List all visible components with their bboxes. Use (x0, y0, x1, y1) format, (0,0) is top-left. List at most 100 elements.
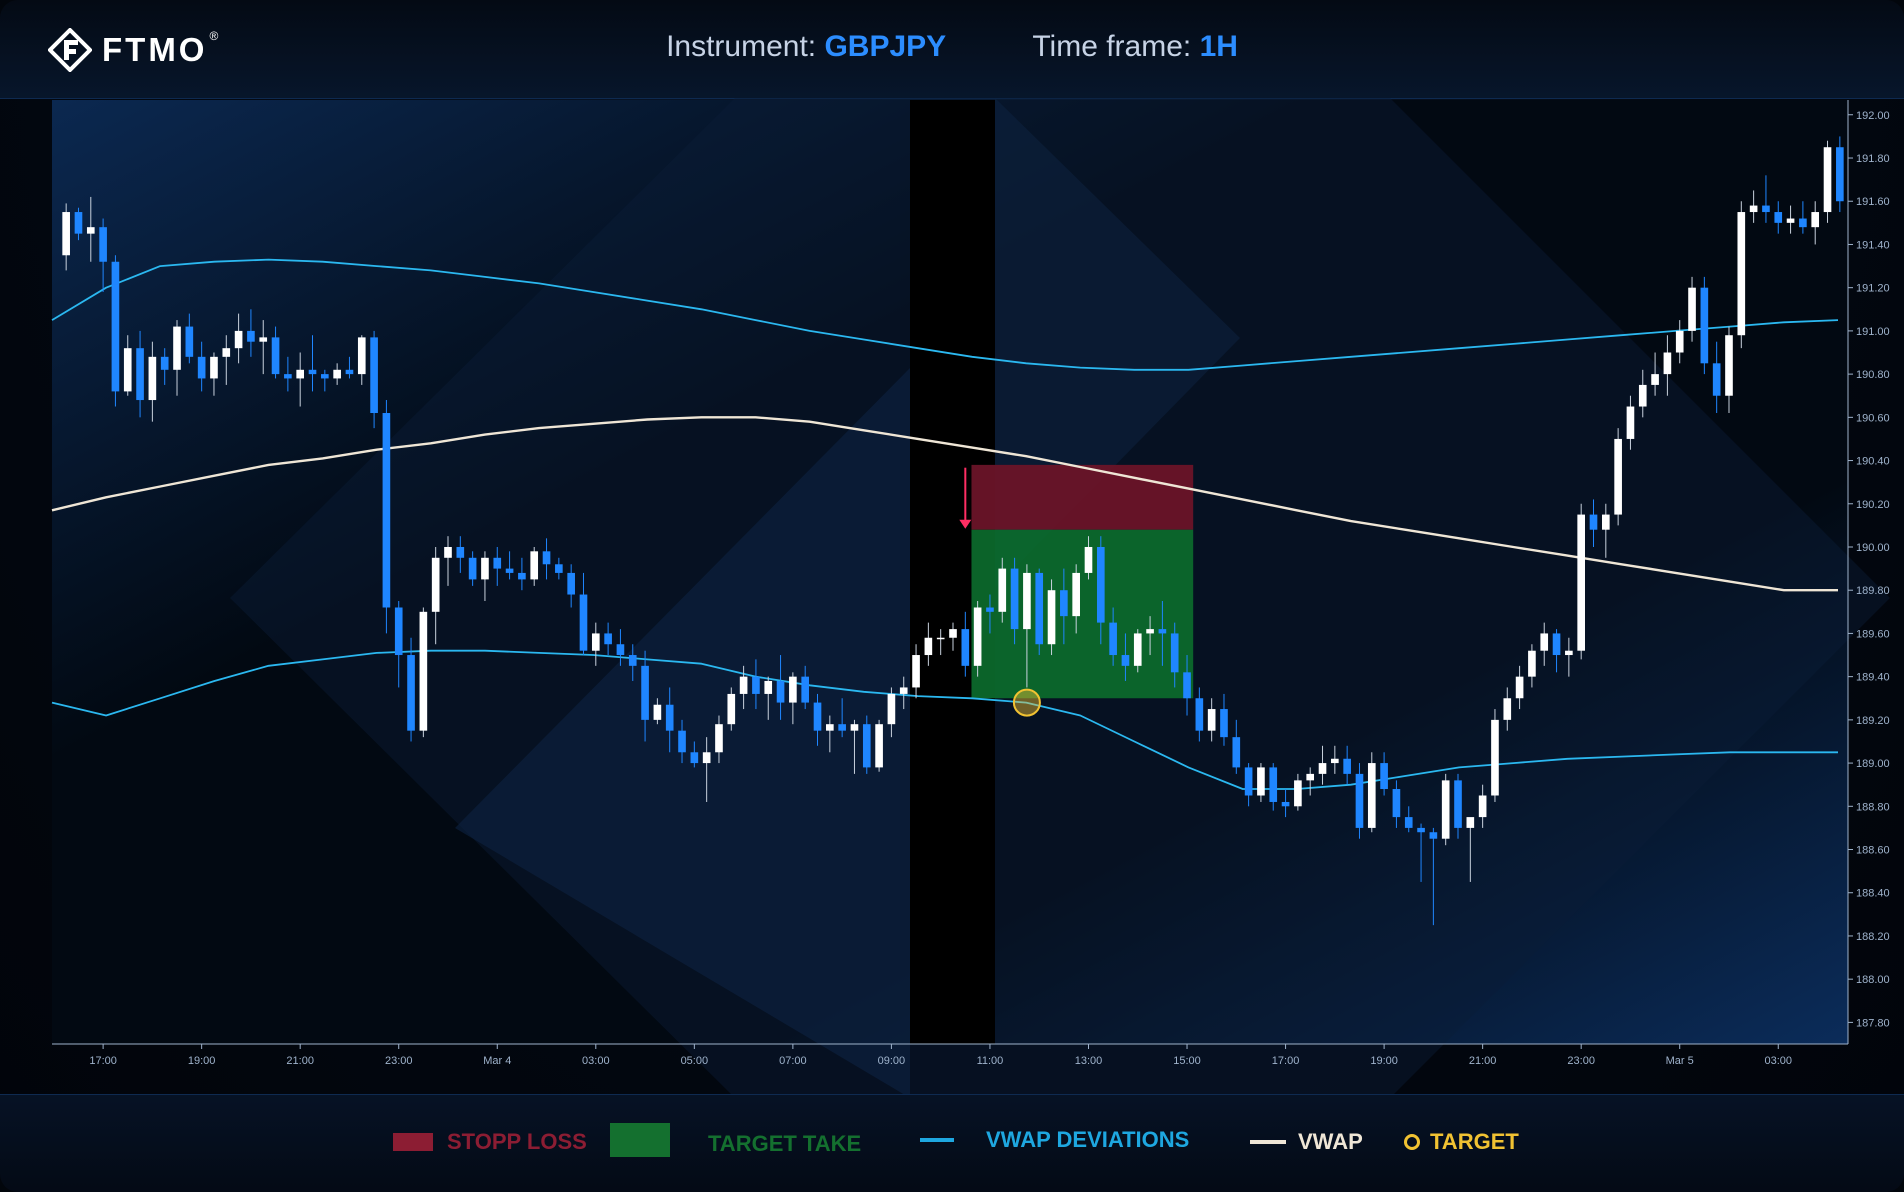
candle (308, 335, 317, 392)
header-bar: FTMO ® Instrument: GBPJPY Time frame: 1H (0, 0, 1904, 99)
candle-body (1096, 546, 1105, 623)
candle (555, 557, 563, 580)
x-tick-label: 19:00 (1370, 1055, 1398, 1067)
trade-zones (971, 464, 1194, 699)
candle-body (1836, 147, 1844, 202)
x-tick-label: 23:00 (385, 1055, 413, 1067)
x-tick-label: 21:00 (286, 1055, 314, 1067)
candle-body (505, 568, 514, 573)
candle (357, 335, 366, 385)
candle-body (1454, 780, 1462, 828)
candle-body (419, 611, 428, 731)
candle (936, 629, 945, 656)
candle-body (924, 637, 933, 656)
candle (1367, 752, 1376, 833)
candle (1121, 633, 1130, 681)
candle (1023, 564, 1031, 688)
candle-body (1072, 572, 1080, 617)
candle (1811, 201, 1820, 245)
x-tick-label: 21:00 (1469, 1055, 1497, 1067)
candle-body (86, 227, 95, 234)
candle (284, 356, 292, 392)
candle (616, 629, 625, 666)
candle (1478, 784, 1487, 828)
candle (875, 719, 883, 772)
x-tick-label: 13:00 (1075, 1055, 1103, 1067)
candle-body (1774, 212, 1783, 223)
candle-body (1429, 832, 1438, 839)
candle (789, 672, 797, 725)
candle (1072, 564, 1080, 634)
y-tick-label: 189.60 (1856, 628, 1890, 640)
candle (1096, 536, 1105, 645)
candle (382, 400, 391, 634)
candle (653, 698, 662, 725)
candle (99, 218, 107, 292)
candle-body (493, 557, 502, 569)
y-tick-label: 191.80 (1856, 153, 1890, 165)
candle-body (1614, 438, 1622, 515)
candle-body (1318, 763, 1327, 774)
target-swatch (1404, 1134, 1420, 1150)
candle (973, 601, 982, 677)
candle-body (912, 655, 920, 688)
candle-body (727, 693, 736, 725)
candle (1528, 644, 1536, 688)
candle-body (1257, 767, 1265, 796)
candle (1626, 395, 1635, 450)
candle (801, 665, 810, 710)
candle (1244, 763, 1253, 807)
candle-body (1749, 205, 1758, 213)
candle (271, 326, 280, 379)
candle-body (185, 326, 194, 357)
x-tick-label: 23:00 (1567, 1055, 1595, 1067)
candle (1109, 607, 1117, 666)
candle-body (1478, 795, 1487, 818)
candle (665, 687, 674, 753)
y-tick-label: 190.80 (1856, 369, 1890, 381)
candle (74, 207, 83, 241)
candle-body (838, 724, 846, 731)
legend-item-target: TARGET (1404, 1129, 1519, 1155)
candle (1700, 276, 1709, 375)
candle (1823, 140, 1832, 223)
candle-body (850, 724, 859, 731)
candle (210, 352, 218, 396)
x-tick-label: Mar 4 (483, 1055, 511, 1067)
x-tick-label: 09:00 (878, 1055, 906, 1067)
candle-body (949, 629, 957, 638)
candle (850, 719, 859, 774)
candle (1737, 201, 1746, 349)
candle-body (394, 607, 403, 656)
candle (1688, 276, 1696, 342)
y-tick-label: 188.20 (1856, 931, 1890, 943)
candle-body (1725, 335, 1733, 396)
candle-body (357, 337, 366, 375)
candle-body (296, 369, 305, 379)
candle-body (1811, 212, 1820, 228)
candle-body (542, 551, 551, 565)
candle-body (1552, 633, 1561, 656)
x-tick-label: 19:00 (188, 1055, 216, 1067)
candle (1404, 806, 1413, 833)
y-tick-label: 190.00 (1856, 542, 1890, 554)
timeframe-value: 1H (1199, 30, 1238, 63)
candle (1133, 629, 1142, 673)
candle-body (604, 633, 612, 645)
entry-arrow-head (959, 519, 972, 529)
candle-body (1281, 801, 1290, 807)
candle (333, 363, 341, 385)
candle-body (1355, 773, 1364, 828)
x-tick-label: 03:00 (582, 1055, 610, 1067)
candle (1552, 629, 1561, 673)
candle-body (1675, 330, 1684, 353)
y-tick-label: 188.00 (1856, 974, 1890, 986)
logo-registered-mark: ® (209, 29, 219, 43)
candle (961, 611, 970, 677)
candle (1343, 745, 1351, 785)
candle-body (1121, 655, 1130, 666)
candle (185, 313, 194, 364)
chart-title: Instrument: GBPJPY Time frame: 1H (0, 30, 1904, 64)
candle (567, 564, 575, 608)
candle-body (1466, 817, 1475, 828)
